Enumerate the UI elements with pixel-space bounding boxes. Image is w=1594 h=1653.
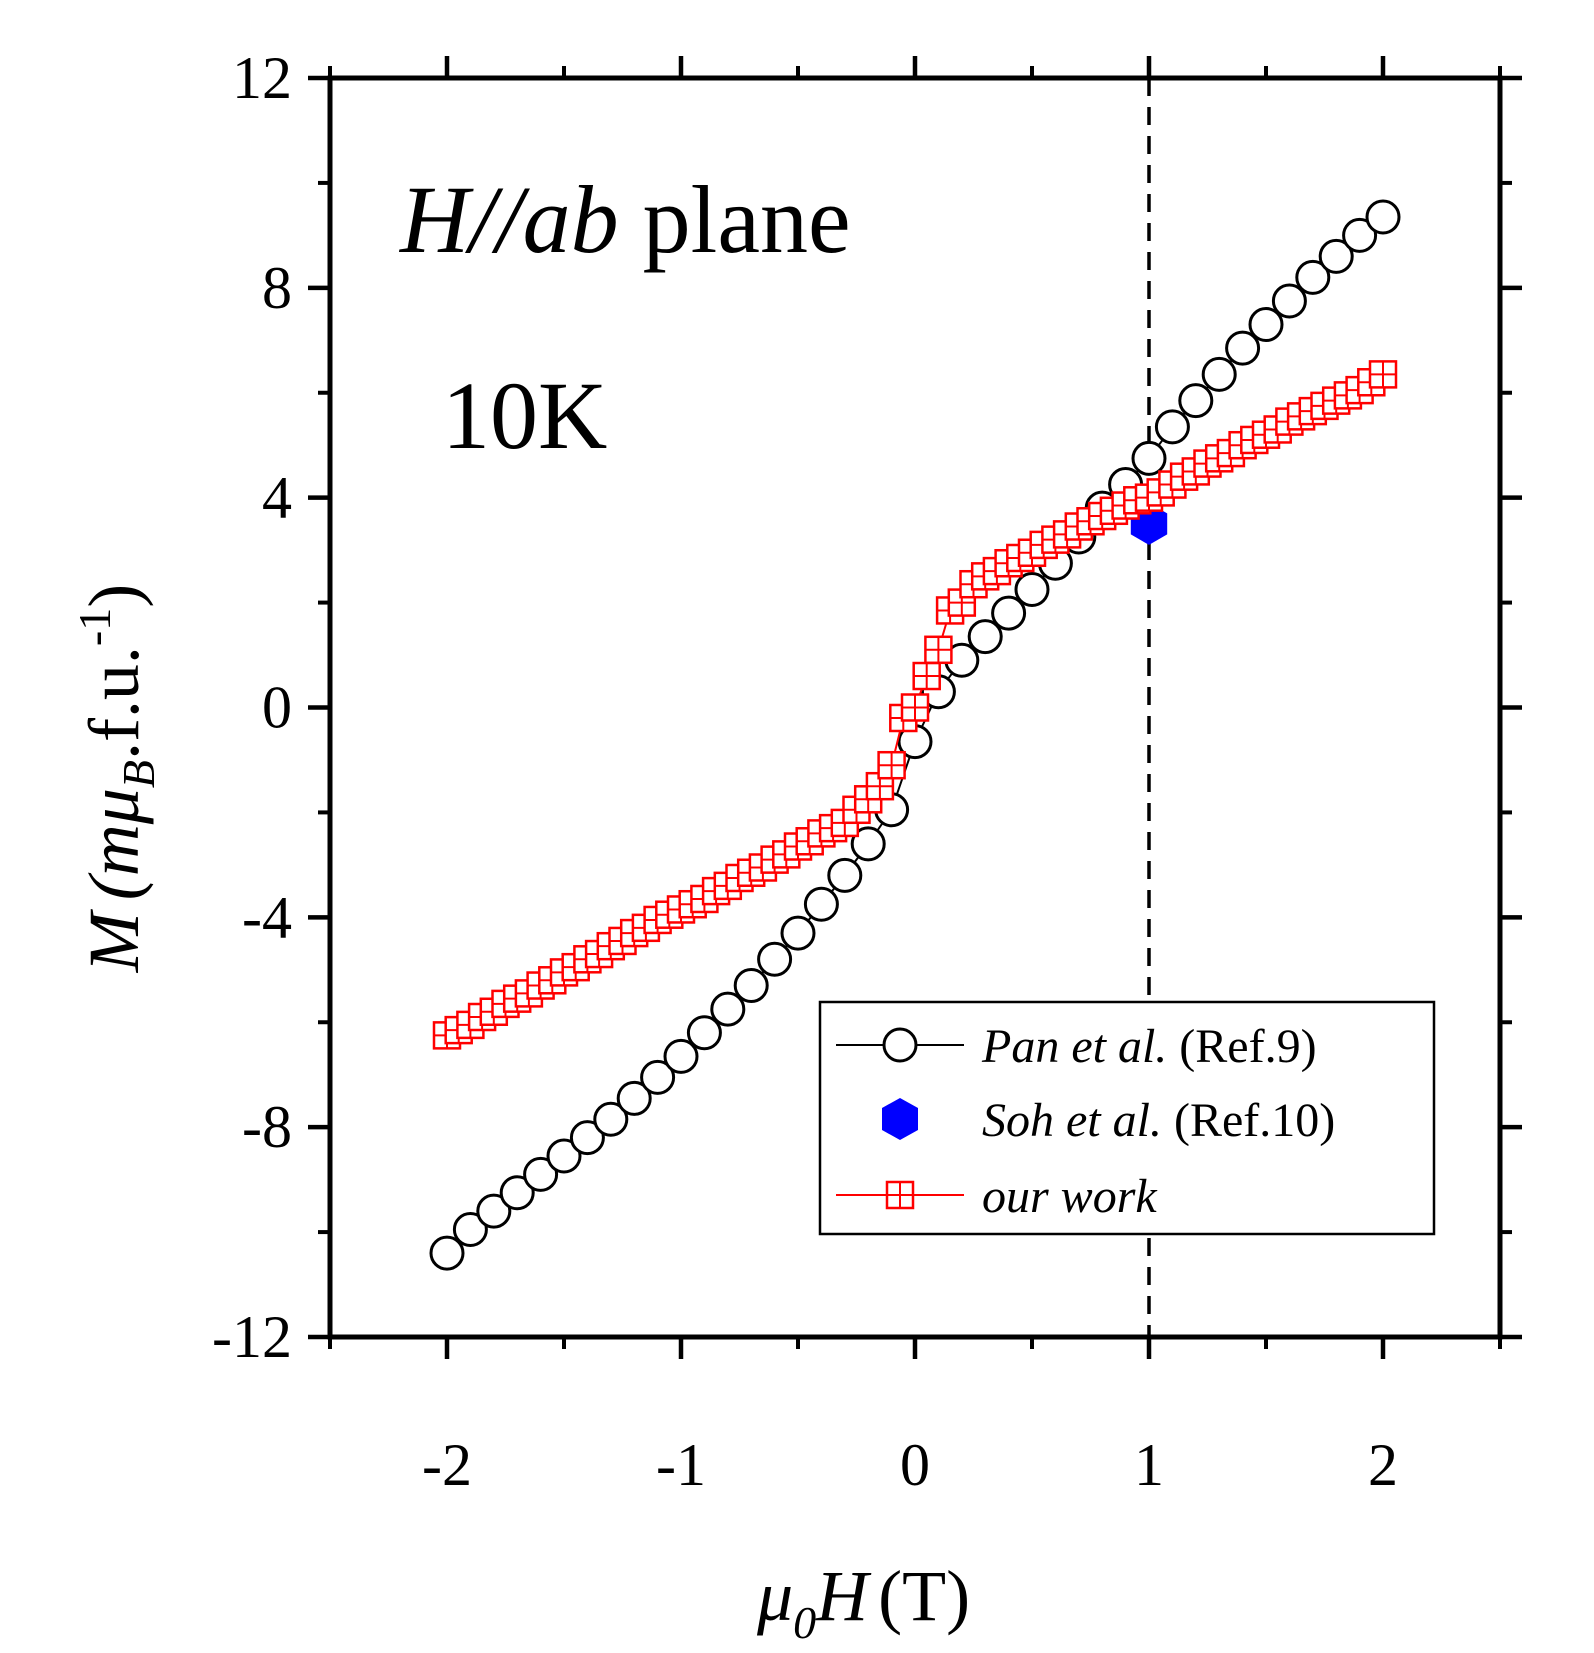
x-axis-title: μ0H (T) bbox=[756, 1556, 970, 1648]
data-point bbox=[663, 1038, 699, 1074]
x-tick-label: -1 bbox=[656, 1432, 706, 1498]
data-point bbox=[1201, 356, 1237, 392]
field-direction-italic: H//ab bbox=[398, 166, 619, 273]
field-direction-annotation: H//ab plane bbox=[398, 166, 851, 273]
legend-marker-pan bbox=[882, 1027, 918, 1063]
data-point bbox=[1248, 307, 1284, 343]
legend-entry-pan: Pan et al. (Ref.9) bbox=[836, 1020, 1317, 1073]
data-point bbox=[850, 826, 886, 862]
data-point bbox=[499, 1175, 535, 1211]
legend-name-soh: Soh et al. bbox=[982, 1094, 1162, 1147]
y-tick-label: 4 bbox=[262, 465, 292, 531]
legend-label-soh: Soh et al. (Ref.10) bbox=[982, 1094, 1335, 1147]
y-tick-label: 8 bbox=[262, 255, 292, 321]
data-point bbox=[991, 595, 1027, 631]
data-point bbox=[757, 941, 793, 977]
data-point bbox=[1271, 283, 1307, 319]
data-point bbox=[877, 750, 906, 780]
data-point bbox=[546, 1138, 582, 1174]
legend-marker-soh bbox=[882, 1098, 918, 1140]
x-tick-label: 1 bbox=[1134, 1432, 1164, 1498]
series-layer bbox=[429, 199, 1401, 1271]
y-axis-open: (m bbox=[74, 824, 154, 900]
y-tick-label: -8 bbox=[242, 1094, 292, 1160]
x-tick-label: 0 bbox=[900, 1432, 930, 1498]
x-tick-label: -2 bbox=[422, 1432, 472, 1498]
data-point bbox=[733, 968, 769, 1004]
y-tick-labels: -12 -8 -4 0 4 8 12 bbox=[212, 45, 292, 1370]
legend-name-pan: Pan et al. bbox=[981, 1020, 1167, 1073]
data-point bbox=[452, 1211, 488, 1247]
y-tick-label: -12 bbox=[212, 1304, 292, 1370]
legend: Pan et al. (Ref.9) Soh et al. (Ref.10) our… bbox=[818, 1000, 1436, 1236]
data-point bbox=[1225, 330, 1261, 366]
data-point bbox=[616, 1080, 652, 1116]
x-axis-symbol: μ bbox=[756, 1556, 793, 1636]
y-tick-label: 0 bbox=[262, 675, 292, 741]
y-axis-sup: -1 bbox=[69, 608, 120, 646]
data-point bbox=[1342, 217, 1378, 253]
legend-label-ourwork: our work bbox=[982, 1170, 1158, 1223]
data-point bbox=[429, 1235, 465, 1271]
series-2 bbox=[432, 360, 1398, 1050]
y-axis-variable: M bbox=[74, 908, 154, 973]
y-axis-mid: .f.u. bbox=[74, 646, 154, 760]
y-tick-label: 12 bbox=[232, 45, 292, 111]
y-axis-mu: μ bbox=[74, 788, 154, 825]
data-point bbox=[593, 1101, 629, 1137]
data-point bbox=[912, 661, 941, 691]
y-axis-title: M (mμB.f.u.-1) bbox=[69, 584, 164, 974]
legend-ref-soh: (Ref.10) bbox=[1174, 1094, 1335, 1147]
data-point bbox=[476, 1193, 512, 1229]
data-point bbox=[523, 1156, 559, 1192]
temperature-annotation: 10K bbox=[442, 362, 607, 469]
data-point bbox=[640, 1059, 676, 1095]
data-point bbox=[710, 991, 746, 1027]
data-point bbox=[1365, 199, 1401, 235]
data-point bbox=[686, 1015, 722, 1051]
data-point bbox=[569, 1120, 605, 1156]
x-axis-subscript: 0 bbox=[793, 1597, 816, 1648]
data-point bbox=[1318, 238, 1354, 274]
legend-entry-soh: Soh et al. (Ref.10) bbox=[882, 1094, 1335, 1147]
data-point bbox=[1295, 259, 1331, 295]
data-point bbox=[900, 693, 930, 722]
x-axis-variable: H bbox=[815, 1556, 872, 1636]
data-point bbox=[924, 635, 953, 665]
plot-frame bbox=[327, 75, 1503, 1340]
legend-label-pan: Pan et al. (Ref.9) bbox=[981, 1020, 1317, 1073]
data-point bbox=[827, 857, 863, 893]
y-axis-close: ) bbox=[74, 584, 154, 608]
data-point bbox=[1154, 409, 1190, 445]
data-point bbox=[1014, 571, 1050, 607]
y-tick-label: -4 bbox=[242, 884, 292, 950]
x-axis-unit: (T) bbox=[878, 1556, 970, 1636]
data-point bbox=[1178, 383, 1214, 419]
x-tick-labels: -2 -1 0 1 2 bbox=[422, 1432, 1398, 1498]
data-point bbox=[1131, 440, 1167, 476]
data-point bbox=[1368, 360, 1398, 389]
legend-entry-ourwork: our work bbox=[836, 1170, 1158, 1223]
legend-ref-pan: (Ref.9) bbox=[1179, 1020, 1316, 1073]
y-axis-sub: B bbox=[113, 760, 164, 788]
data-point bbox=[803, 886, 839, 922]
field-direction-rest: plane bbox=[643, 166, 851, 273]
x-tick-label: 2 bbox=[1368, 1432, 1398, 1498]
data-point bbox=[967, 619, 1003, 655]
data-point bbox=[780, 915, 816, 951]
